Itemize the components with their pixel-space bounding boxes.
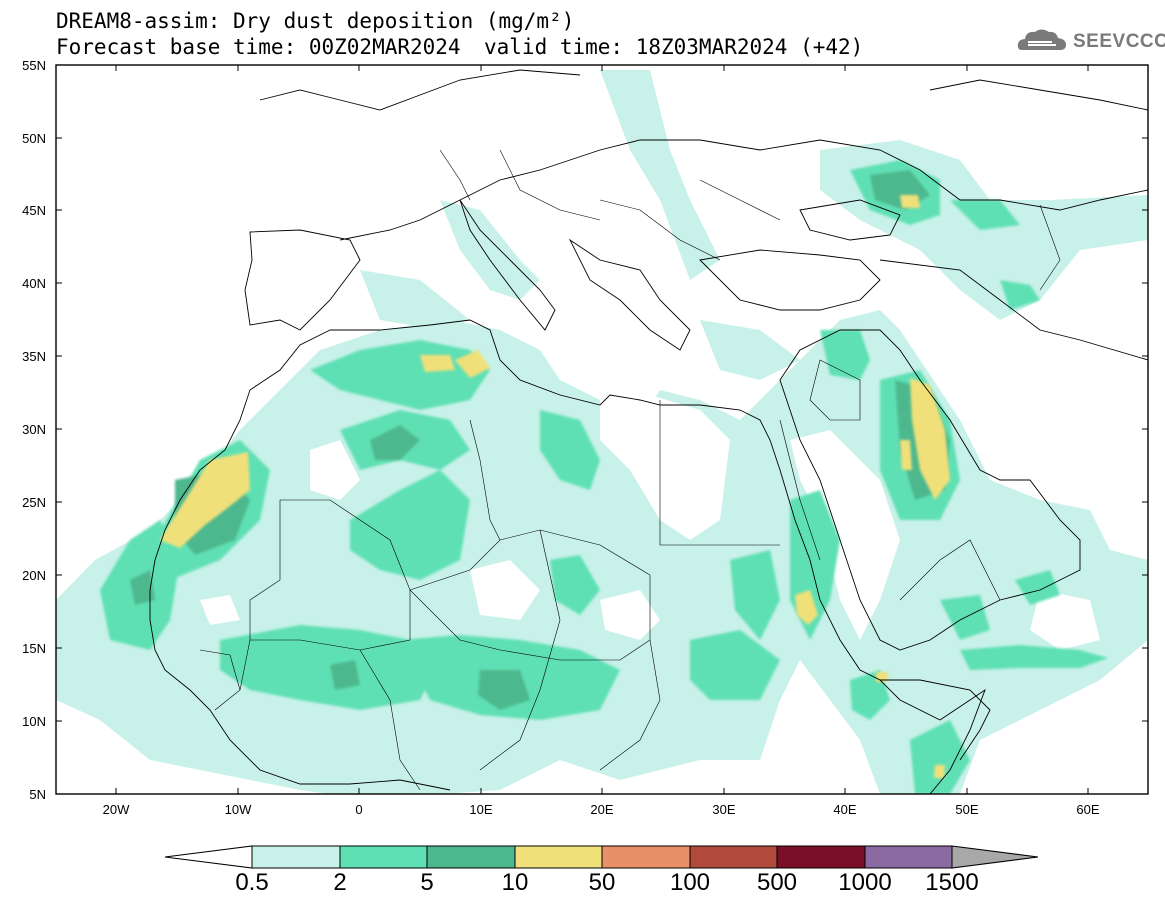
lon-label: 40E [833,802,856,817]
lat-label: 15N [22,641,46,656]
dust-free-areas [200,395,1100,650]
dust-field [56,65,1148,794]
lat-label: 30N [22,422,46,437]
colorbar-label: 5 [420,869,434,896]
colorbar-label: 2 [333,869,347,896]
country-borders [199,149,1061,791]
map-title: DREAM8-assim: Dry dust deposition (mg/m²… [56,9,575,33]
colorbar-label: 1000 [838,869,892,896]
longitude-labels: 20W 10W 0 10E 20E 30E 40E 50E 60E [103,802,1100,817]
seevccc-logo: SEEVCCC [1073,31,1165,52]
colorbar-swatch [601,845,691,869]
lat-label: 20N [22,568,46,583]
lat-label: 40N [22,276,46,291]
colorbar-swatch [689,845,778,869]
colorbar-label: 0.5 [235,869,269,896]
colorbar-label: 100 [669,869,711,896]
lon-label: 0 [355,802,362,817]
colorbar-label: 10 [501,869,529,896]
lon-label: 50E [955,802,978,817]
lon-label: 60E [1076,802,1099,817]
colorbar-label: 50 [588,869,616,896]
lat-label: 55N [22,58,46,73]
lat-label: 5N [29,787,46,802]
lat-label: 50N [22,131,46,146]
lat-label: 35N [22,349,46,364]
valid-time: valid time: 18Z03MAR2024 (+42) [484,35,864,59]
colorbar-swatch [864,845,953,869]
lon-label: 20E [590,802,613,817]
colorbar-swatch [776,845,866,869]
forecast-base-time: Forecast base time: 00Z02MAR2024 [56,35,461,59]
lon-label: 10W [225,802,252,817]
colorbar-over-triangle [951,845,1039,869]
lon-label: 10E [469,802,492,817]
colorbar-label: 500 [756,869,798,896]
lat-label: 25N [22,495,46,510]
colorbar-under-triangle [164,845,253,869]
tick-marks [56,64,1148,795]
lon-label: 20W [103,802,130,817]
colorbar [164,845,1039,869]
lat-label: 45N [22,203,46,218]
colorbar-swatch [251,845,341,869]
cloud-icon [1017,29,1066,50]
colorbar-swatch [514,845,603,869]
lat-label: 10N [22,714,46,729]
colorbar-label: 1500 [925,869,979,896]
colorbar-swatch [339,845,428,869]
coastlines [149,69,1148,794]
dust-level-10 [160,195,950,778]
latitude-labels: 55N 50N 45N 40N 35N 30N 25N 20N 15N 10N … [22,58,46,802]
colorbar-swatch [426,845,516,869]
lon-label: 30E [712,802,735,817]
